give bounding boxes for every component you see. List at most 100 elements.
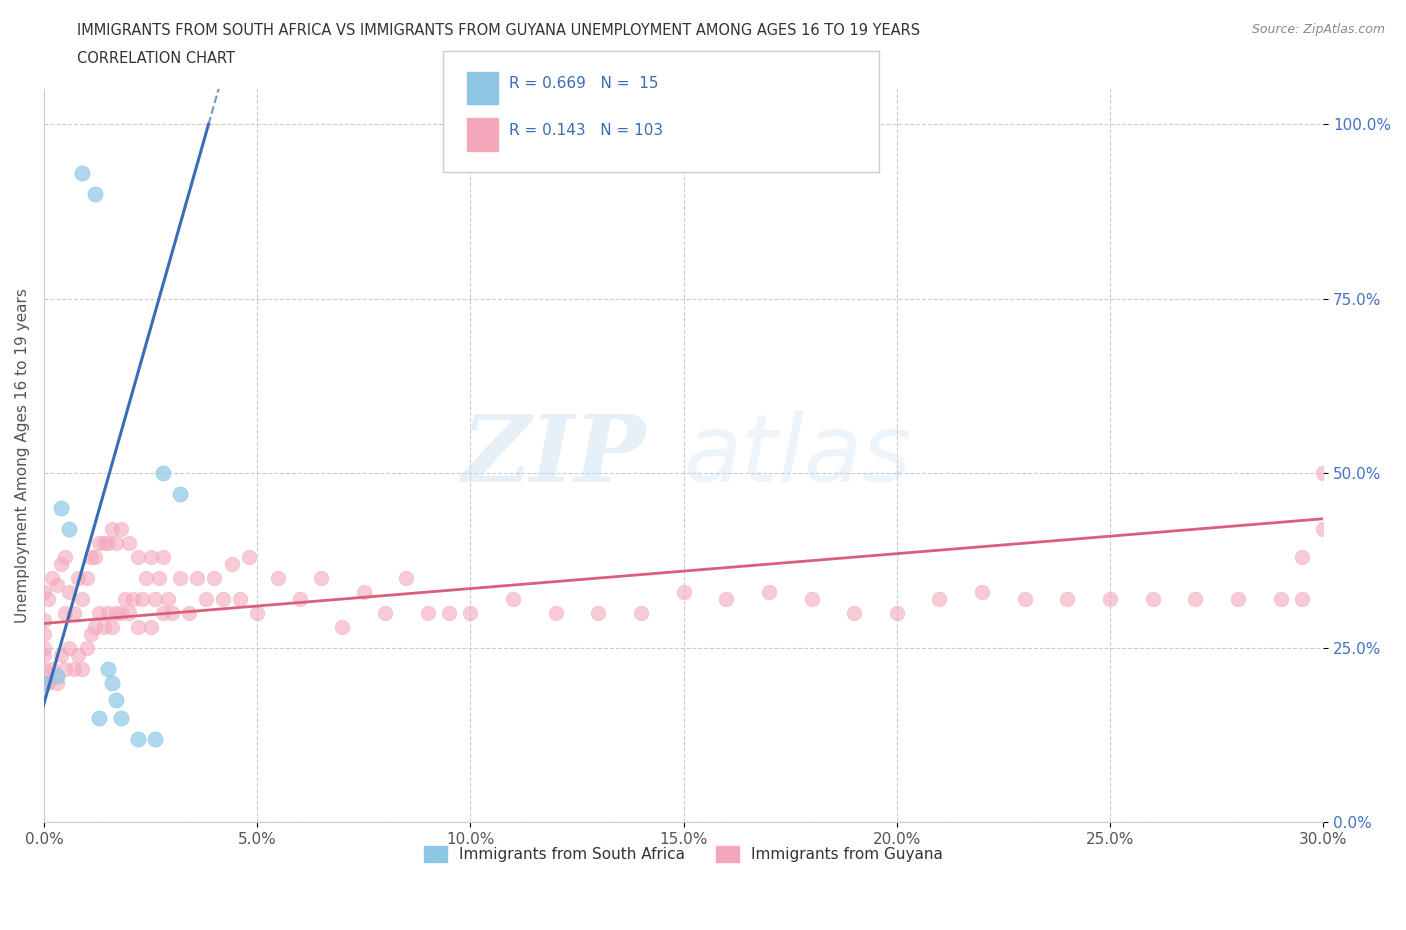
Point: [32, 627, 55, 642]
Point: [110, 605, 132, 620]
Point: [76, 571, 98, 586]
Point: [58, 641, 80, 656]
Point: [101, 675, 124, 690]
Point: [139, 619, 162, 634]
Point: [972, 585, 994, 600]
Point: [49, 557, 72, 572]
Point: [502, 591, 524, 606]
Point: [416, 605, 439, 620]
Point: [53, 550, 76, 565]
Point: [758, 585, 780, 600]
Point: [80, 627, 103, 642]
Point: [152, 466, 174, 481]
Point: [544, 605, 567, 620]
Point: [97, 605, 120, 620]
Point: [62, 605, 84, 620]
Point: [212, 591, 235, 606]
Point: [41, 661, 63, 676]
Point: [194, 591, 217, 606]
Point: [49, 501, 72, 516]
Point: [221, 557, 243, 572]
Point: [89, 536, 111, 551]
Point: [716, 591, 738, 606]
Point: [143, 731, 166, 746]
Point: [122, 591, 145, 606]
Point: [32, 675, 55, 690]
Point: [66, 571, 89, 586]
Point: [1270, 591, 1292, 606]
Point: [246, 605, 269, 620]
Point: [72, 661, 94, 676]
Point: [62, 661, 84, 676]
Point: [118, 536, 141, 551]
Point: [1227, 591, 1250, 606]
Point: [32, 675, 55, 690]
Point: [437, 605, 460, 620]
Point: [32, 613, 55, 628]
Point: [41, 571, 63, 586]
Point: [110, 522, 132, 537]
Point: [80, 550, 103, 565]
Text: CORRELATION CHART: CORRELATION CHART: [77, 51, 235, 66]
Point: [152, 605, 174, 620]
Point: [395, 571, 418, 586]
Point: [135, 571, 157, 586]
Point: [1184, 591, 1206, 606]
Point: [101, 522, 124, 537]
Point: [1312, 466, 1334, 481]
Point: [49, 647, 72, 662]
Point: [93, 619, 115, 634]
Point: [101, 619, 124, 634]
Point: [143, 591, 166, 606]
Point: [32, 661, 55, 676]
Point: [238, 550, 260, 565]
Point: [45, 669, 67, 684]
Point: [45, 578, 67, 592]
Legend: Immigrants from South Africa, Immigrants from Guyana: Immigrants from South Africa, Immigrants…: [416, 839, 950, 870]
Point: [800, 591, 823, 606]
Point: [156, 591, 179, 606]
Point: [114, 591, 136, 606]
Point: [84, 619, 107, 634]
Y-axis label: Unemployment Among Ages 16 to 19 years: Unemployment Among Ages 16 to 19 years: [15, 288, 30, 623]
Point: [97, 536, 120, 551]
Point: [1312, 522, 1334, 537]
Point: [1099, 591, 1122, 606]
Point: [374, 605, 396, 620]
Point: [148, 571, 170, 586]
Point: [97, 661, 120, 676]
Point: [58, 585, 80, 600]
Text: atlas: atlas: [683, 410, 912, 501]
Point: [229, 591, 252, 606]
Point: [353, 585, 375, 600]
Point: [66, 647, 89, 662]
Point: [672, 585, 695, 600]
Point: [169, 571, 191, 586]
Point: [118, 605, 141, 620]
Point: [45, 675, 67, 690]
Point: [1056, 591, 1078, 606]
Point: [105, 605, 128, 620]
Point: [1014, 591, 1036, 606]
Point: [152, 550, 174, 565]
Point: [58, 522, 80, 537]
Point: [93, 536, 115, 551]
Point: [886, 605, 908, 620]
Point: [53, 661, 76, 676]
Point: [460, 605, 482, 620]
Point: [928, 591, 950, 606]
Point: [89, 605, 111, 620]
Text: ZIP: ZIP: [461, 411, 645, 501]
Point: [76, 641, 98, 656]
Point: [37, 675, 59, 690]
Point: [89, 711, 111, 725]
Text: Source: ZipAtlas.com: Source: ZipAtlas.com: [1251, 23, 1385, 36]
Point: [32, 585, 55, 600]
Point: [37, 591, 59, 606]
Point: [177, 605, 200, 620]
Point: [72, 591, 94, 606]
Point: [267, 571, 290, 586]
Point: [288, 591, 311, 606]
Point: [1291, 591, 1313, 606]
Point: [105, 693, 128, 708]
